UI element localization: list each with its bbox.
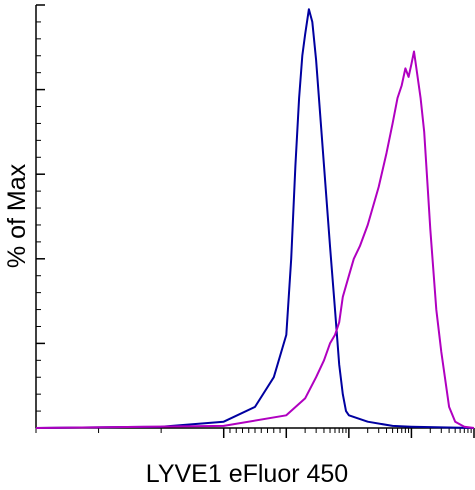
y-axis-title: % of Max <box>3 163 31 268</box>
plot-frame <box>35 5 474 429</box>
x-axis-ticks <box>35 428 475 438</box>
y-axis-ticks <box>36 4 45 429</box>
histogram-series-1 <box>35 8 475 429</box>
histogram-series-2 <box>35 50 475 429</box>
series-layer <box>35 8 475 429</box>
x-axis-title: LYVE1 eFluor 450 <box>146 460 348 488</box>
